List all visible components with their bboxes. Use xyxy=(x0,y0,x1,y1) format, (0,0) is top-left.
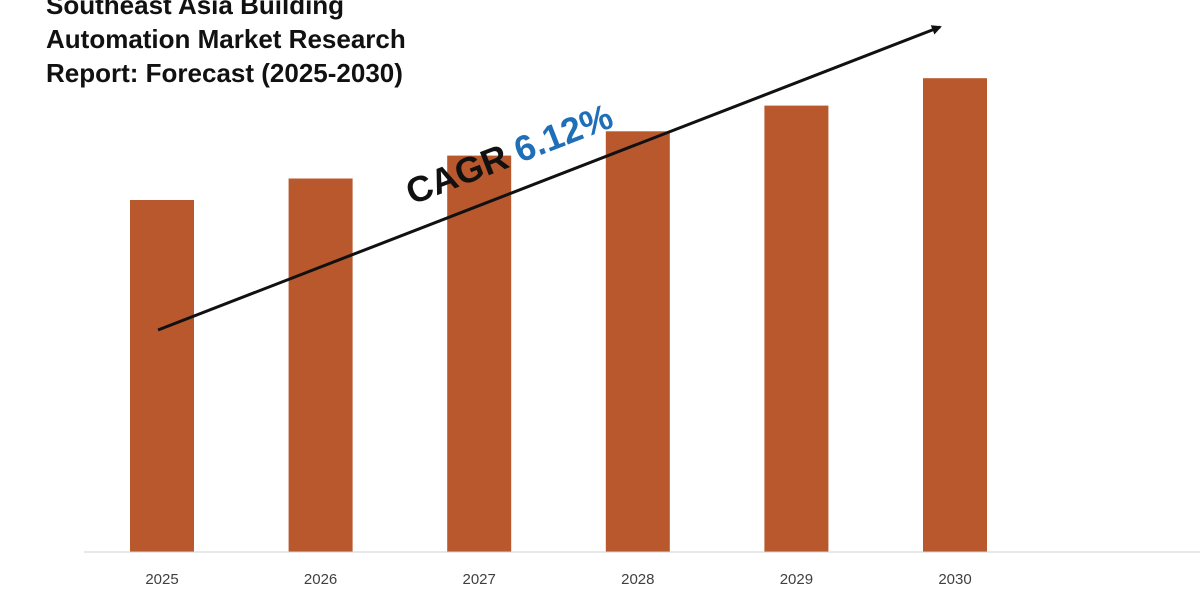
x-tick-label-2027: 2027 xyxy=(463,571,496,588)
x-tick-label-2026: 2026 xyxy=(304,571,337,588)
x-tick-label-2030: 2030 xyxy=(938,571,971,588)
bar-2029 xyxy=(764,105,829,552)
bar-2030 xyxy=(923,78,987,552)
chart-title-line-2: Automation Market Research xyxy=(46,24,406,54)
x-tick-label-2028: 2028 xyxy=(621,571,654,588)
chart-title-line-3: Report: Forecast (2025-2030) xyxy=(46,58,403,88)
bar-2027 xyxy=(447,155,512,552)
cagr-trend-arrow xyxy=(157,25,942,332)
chart-title: Southeast Asia Building Automation Marke… xyxy=(46,0,566,90)
bar-2028 xyxy=(605,131,670,553)
chart-title-line-1: Southeast Asia Building xyxy=(46,0,345,20)
bar-2025 xyxy=(130,200,194,552)
bars-group xyxy=(130,78,987,553)
x-tick-label-2029: 2029 xyxy=(780,571,813,588)
x-tick-label-2025: 2025 xyxy=(145,571,178,588)
bar-2026 xyxy=(288,178,353,552)
x-tick-labels: 2025 2026 2027 2028 2029 2030 xyxy=(145,571,971,588)
